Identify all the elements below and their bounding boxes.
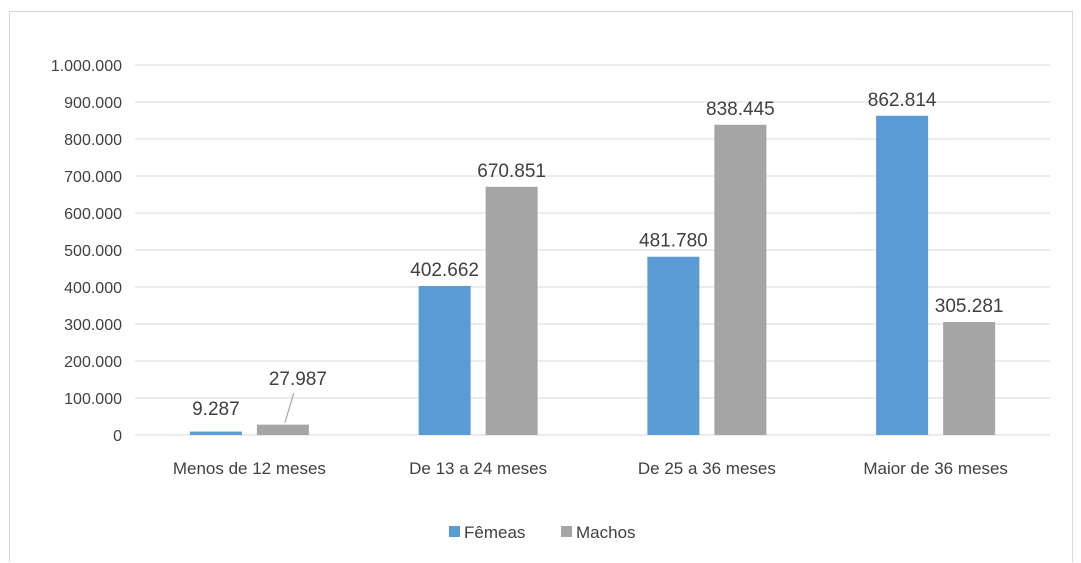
bar-femeas — [647, 256, 700, 435]
y-tick-label: 300.000 — [64, 317, 122, 334]
data-label: 9.287 — [192, 399, 240, 420]
data-label: 402.662 — [410, 260, 479, 281]
bar-machos — [485, 186, 538, 435]
data-label: 481.780 — [639, 231, 708, 252]
category-label: De 25 a 36 meses — [638, 459, 776, 478]
chart-frame — [9, 11, 1073, 562]
bar-femeas — [189, 431, 242, 435]
legend-swatch-machos — [561, 526, 572, 537]
leader-line — [284, 392, 295, 423]
y-tick-label: 0 — [113, 428, 122, 445]
data-label: 305.281 — [935, 296, 1004, 317]
y-tick-label: 500.000 — [64, 243, 122, 260]
legend-swatch-femeas — [449, 526, 460, 537]
category-label: Menos de 12 meses — [173, 459, 326, 478]
y-tick-label: 800.000 — [64, 132, 122, 149]
data-label: 670.851 — [477, 161, 546, 182]
category-label: De 13 a 24 meses — [409, 459, 547, 478]
bar-machos — [256, 424, 309, 435]
data-label: 838.445 — [706, 99, 775, 120]
category-label: Maior de 36 meses — [863, 459, 1008, 478]
y-tick-label: 1.000.000 — [51, 58, 122, 75]
y-tick-label: 400.000 — [64, 280, 122, 297]
bar-machos — [943, 322, 996, 435]
bar-machos — [714, 124, 767, 435]
legend-label: Fêmeas — [464, 523, 525, 542]
y-tick-label: 100.000 — [64, 391, 122, 408]
y-tick-label: 200.000 — [64, 354, 122, 371]
data-label: 862.814 — [868, 90, 937, 111]
bar-femeas — [876, 115, 929, 435]
legend-label: Machos — [576, 523, 636, 542]
bar-femeas — [418, 286, 471, 435]
y-tick-label: 700.000 — [64, 169, 122, 186]
y-tick-label: 600.000 — [64, 206, 122, 223]
data-label: 27.987 — [269, 369, 327, 390]
y-tick-label: 900.000 — [64, 95, 122, 112]
